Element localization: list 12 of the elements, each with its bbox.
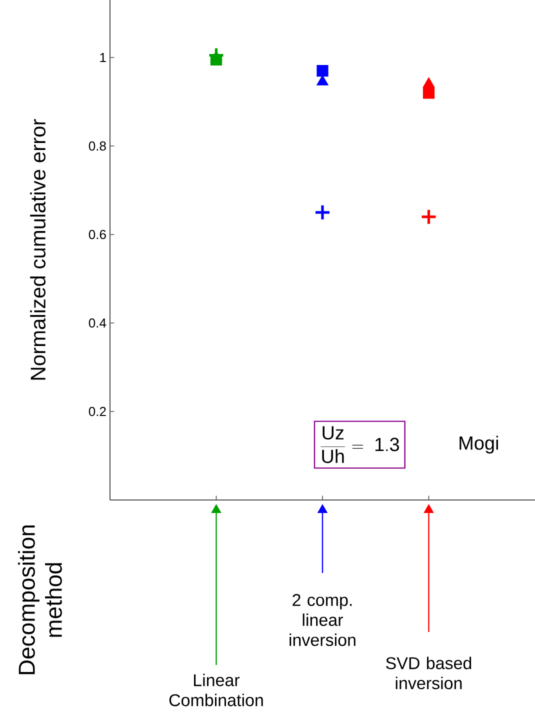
- annotation: Mogi: [460, 436, 498, 454]
- y-tick-label: 0.8: [88, 141, 106, 151]
- text: Decomposition method: [18, 525, 62, 674]
- text: SVD based inversion: [386, 656, 472, 690]
- y-tick-label: 1: [100, 53, 106, 62]
- y-axis-title: Normalized cumulative error: [30, 119, 46, 380]
- y-tick-label: 0.4: [88, 318, 106, 328]
- y-tick-label: 0.6: [88, 230, 106, 240]
- text: 2 comp. linear inversion: [290, 594, 356, 646]
- y-tick-label: 0.2: [88, 406, 106, 416]
- text: Linear Combination: [169, 674, 263, 706]
- annotation: $\frac{\mathrm{Uz}}{\mathrm{Uh}}\mathrm{\ =\ 1.3}$: [320, 426, 399, 464]
